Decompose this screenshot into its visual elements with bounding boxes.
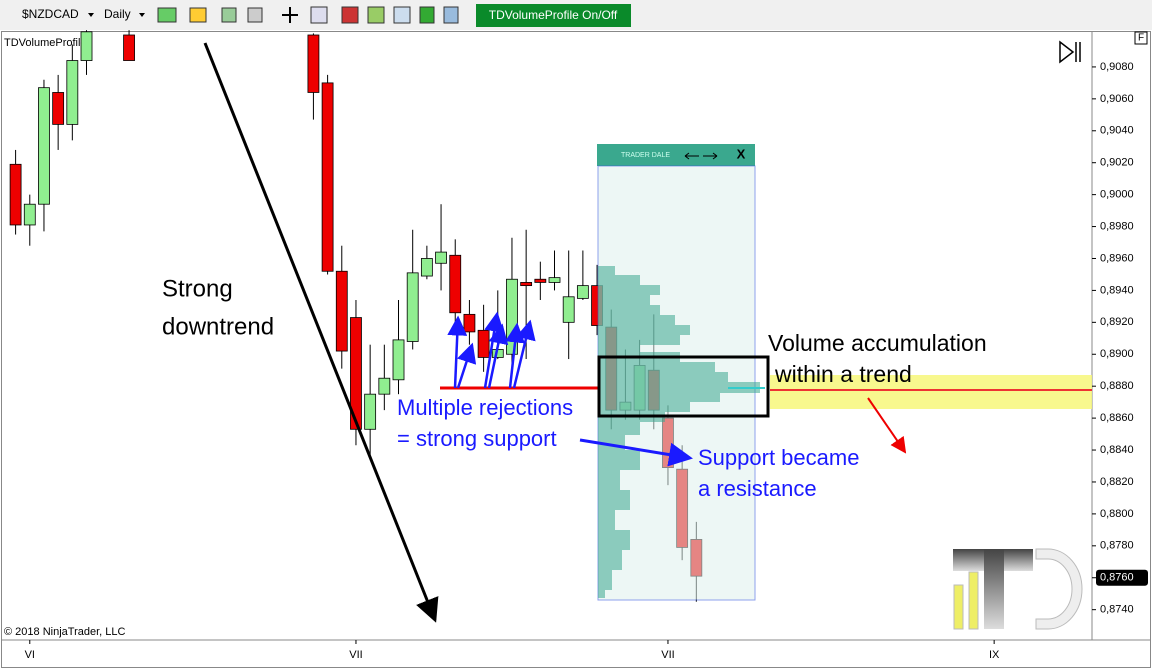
annotation: downtrend (162, 313, 274, 340)
y-tick-label: 0,8960 (1100, 252, 1134, 264)
axis-button-label: F (1138, 33, 1144, 44)
y-tick-label: 0,8840 (1100, 444, 1134, 456)
annotation: Multiple rejections (397, 395, 573, 420)
candle-body (350, 317, 362, 430)
candle-body (392, 339, 405, 381)
dropdown-arrow (139, 13, 145, 17)
y-tick-label: 0,8920 (1100, 316, 1134, 328)
candle-body (420, 258, 433, 277)
annotation: Strong (162, 275, 233, 302)
candle-body (80, 31, 93, 61)
candle-body (321, 82, 334, 272)
indicator-label: TDVolumeProfile (4, 37, 87, 49)
candle-body (520, 282, 533, 287)
x-tick-label: VI (25, 649, 35, 661)
copyright: © 2018 NinjaTrader, LLC (4, 626, 125, 638)
chart-frame (1, 31, 1151, 668)
y-tick-label: 0,8900 (1100, 348, 1134, 360)
profile-toggle-button[interactable] (476, 4, 631, 27)
candle-body (548, 277, 561, 283)
profile-close[interactable]: X (737, 146, 746, 161)
y-tick-label: 0,8860 (1100, 412, 1134, 424)
y-tick-label: 0,8780 (1100, 540, 1134, 552)
candle-body (364, 393, 377, 430)
y-tick-label: 0,8820 (1100, 476, 1134, 488)
candle-body (38, 87, 50, 205)
candle-body (463, 313, 476, 333)
profile-toggle-label: TDVolumeProfile On/Off (489, 8, 618, 22)
annotation: = strong support (397, 426, 557, 451)
toolbar-icons[interactable] (157, 6, 459, 24)
x-tick-label: VII (349, 649, 362, 661)
logo (953, 548, 1083, 630)
highlight-band (770, 375, 1092, 409)
y-tick-label: 0,8800 (1100, 508, 1134, 520)
x-tick-label: IX (989, 649, 1000, 661)
annotation: within a trend (774, 361, 912, 387)
candle-body (307, 34, 320, 93)
play-icon[interactable] (1059, 40, 1081, 64)
trend-arrow (203, 42, 439, 623)
y-tick-label: 0,9080 (1100, 61, 1134, 73)
resistance-arrow (579, 438, 693, 467)
x-tick-label: VII (661, 649, 674, 661)
rejection-arrows (447, 311, 536, 389)
price-marker-label: 0,8760 (1100, 572, 1134, 584)
annotation: Volume accumulation (768, 330, 987, 356)
candle-body (435, 251, 447, 264)
candle-body (378, 377, 391, 395)
candle-body (562, 296, 575, 323)
y-tick-label: 0,9000 (1100, 189, 1134, 201)
candle-body (576, 285, 589, 299)
y-tick-label: 0,9060 (1100, 93, 1134, 105)
candle-body (123, 34, 135, 61)
candle-body (534, 278, 547, 283)
y-tick-label: 0,8980 (1100, 220, 1134, 232)
candle-body (9, 163, 22, 226)
candle-body (52, 92, 65, 125)
axis-button[interactable] (1134, 31, 1148, 45)
dropdown-arrow (88, 13, 94, 17)
annotation: a resistance (698, 476, 817, 501)
symbol-selector[interactable]: $NZDCAD (22, 7, 79, 21)
y-tick-label: 0,8940 (1100, 284, 1134, 296)
candle-body (449, 254, 462, 314)
candle-body (477, 329, 490, 358)
annotation: Support became (698, 445, 859, 470)
y-tick-label: 0,8740 (1100, 604, 1134, 616)
candle-body (23, 203, 36, 226)
y-tick-label: 0,9040 (1100, 125, 1134, 137)
price-marker (1096, 569, 1148, 586)
candle-body (335, 270, 348, 352)
y-tick-label: 0,8880 (1100, 380, 1134, 392)
down-arrow (867, 397, 907, 454)
candle-body (506, 278, 518, 355)
y-tick-label: 0,9020 (1100, 157, 1134, 169)
profile-brand: TRADER DALE (621, 152, 670, 159)
profile-header (597, 144, 755, 166)
candle-body (406, 272, 419, 342)
candle-body (66, 60, 79, 125)
profile-move-arrows[interactable] (684, 152, 718, 160)
interval-selector[interactable]: Daily (104, 7, 131, 21)
volume-profile (598, 266, 760, 598)
accumulation-box (597, 355, 770, 418)
